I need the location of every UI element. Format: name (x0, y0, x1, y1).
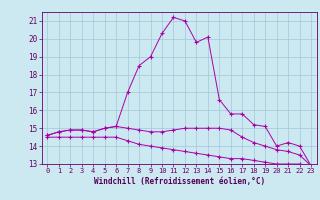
X-axis label: Windchill (Refroidissement éolien,°C): Windchill (Refroidissement éolien,°C) (94, 177, 265, 186)
